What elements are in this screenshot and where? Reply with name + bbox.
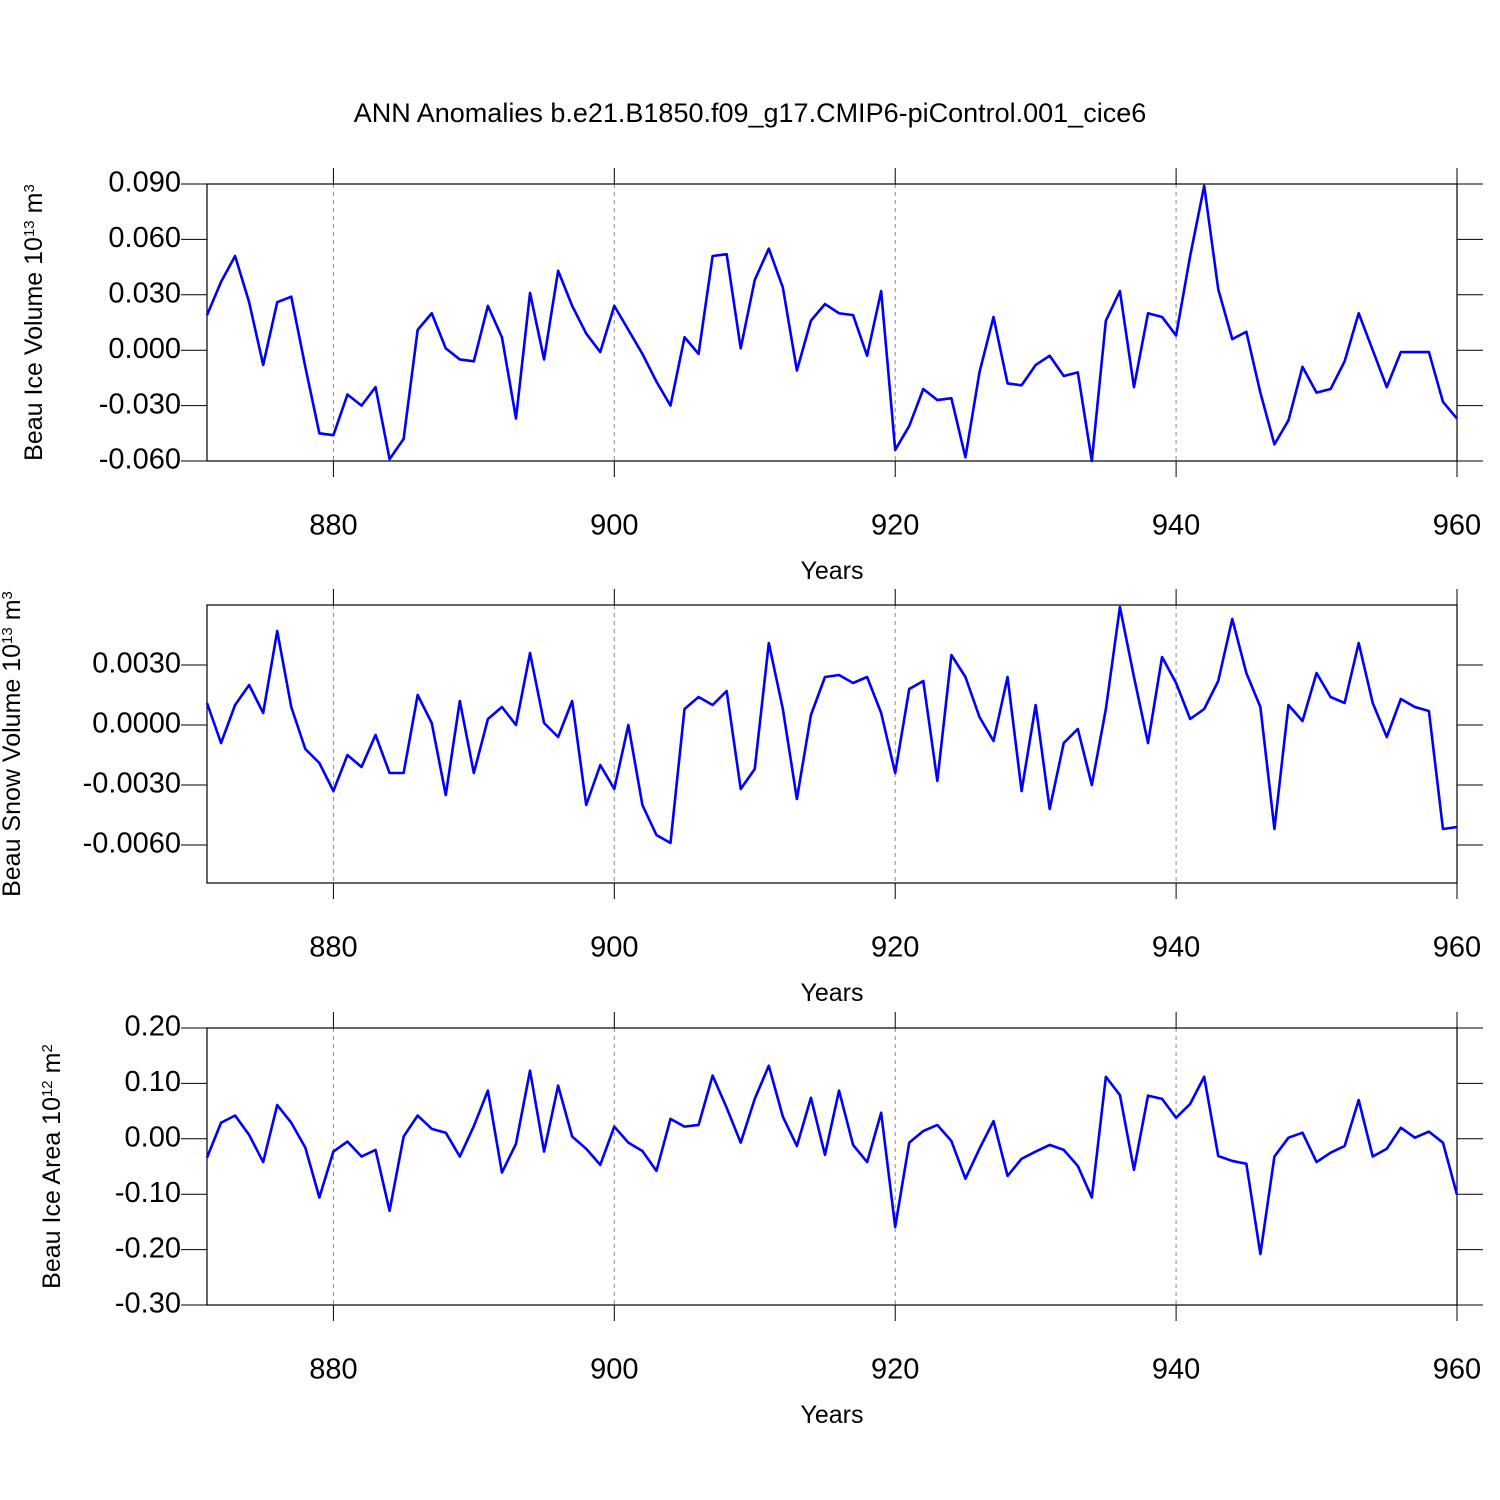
y-tick-label: 0.090 xyxy=(108,167,181,199)
data-line xyxy=(205,1064,1459,1256)
y-label-text: m xyxy=(20,193,48,214)
y-label-exponent: 13 xyxy=(21,220,38,237)
y-tick-label: 0.0030 xyxy=(92,648,181,680)
y-tick-label: -0.030 xyxy=(99,388,181,420)
y-label-text: Beau Ice Area 10 xyxy=(38,1097,66,1289)
y-tick-label: 0.000 xyxy=(108,333,181,365)
x-axis-label: Years xyxy=(800,557,863,585)
x-tick-label: 960 xyxy=(1433,932,1481,964)
x-tick-label: 940 xyxy=(1152,1354,1200,1386)
y-tick-label: 0.060 xyxy=(108,222,181,254)
chart-title: ANN Anomalies b.e21.B1850.f09_g17.CMIP6-… xyxy=(354,98,1146,128)
x-tick-label: 900 xyxy=(590,1354,638,1386)
y-tick-label: 0.00 xyxy=(125,1121,181,1153)
y-tick-label: 0.0000 xyxy=(92,708,181,740)
data-line xyxy=(205,605,1458,845)
x-tick-label: 920 xyxy=(871,510,919,542)
x-tick-label: 960 xyxy=(1433,1354,1481,1386)
y-label-exponent: 2 xyxy=(39,1044,56,1052)
y-tick-label: 0.20 xyxy=(125,1011,181,1043)
y-tick-label: -0.20 xyxy=(115,1232,181,1264)
y-axis-label: Beau Snow Volume 1013 m3 xyxy=(0,591,26,897)
y-axis-label: Beau Ice Volume 1013 m3 xyxy=(20,184,48,461)
y-label-text: Beau Ice Volume 10 xyxy=(20,237,48,461)
y-tick-label: -0.0060 xyxy=(83,828,181,860)
x-tick-label: 880 xyxy=(309,1354,357,1386)
y-tick-label: -0.10 xyxy=(115,1177,181,1209)
y-tick-label: -0.060 xyxy=(99,444,181,476)
x-tick-label: 960 xyxy=(1433,510,1481,542)
x-tick-label: 880 xyxy=(309,510,357,542)
x-tick-label: 920 xyxy=(871,932,919,964)
x-axis-label: Years xyxy=(800,1401,863,1429)
x-axis-label: Years xyxy=(800,979,863,1007)
x-tick-label: 880 xyxy=(309,932,357,964)
y-label-exponent: 3 xyxy=(0,591,16,599)
y-label-text: m xyxy=(38,1053,66,1074)
plot-frame xyxy=(206,604,1458,884)
y-axis-label: Beau Ice Area 1012 m2 xyxy=(38,1044,66,1289)
y-tick-label: 0.10 xyxy=(125,1066,181,1098)
y-label-text: m xyxy=(0,599,26,620)
x-tick-label: 940 xyxy=(1152,510,1200,542)
plot-frame xyxy=(206,1027,1458,1306)
y-label-text: Beau Snow Volume 10 xyxy=(0,644,26,897)
y-label-exponent: 3 xyxy=(21,184,38,192)
data-line xyxy=(205,184,1458,463)
y-tick-label: 0.030 xyxy=(108,277,181,309)
x-tick-label: 900 xyxy=(590,510,638,542)
x-tick-label: 920 xyxy=(871,1354,919,1386)
y-label-exponent: 12 xyxy=(39,1080,56,1097)
y-label-exponent: 13 xyxy=(0,627,16,644)
x-tick-label: 940 xyxy=(1152,932,1200,964)
y-tick-label: -0.0030 xyxy=(83,768,181,800)
y-tick-label: -0.30 xyxy=(115,1288,181,1320)
x-tick-label: 900 xyxy=(590,932,638,964)
plot-frame xyxy=(206,183,1458,462)
